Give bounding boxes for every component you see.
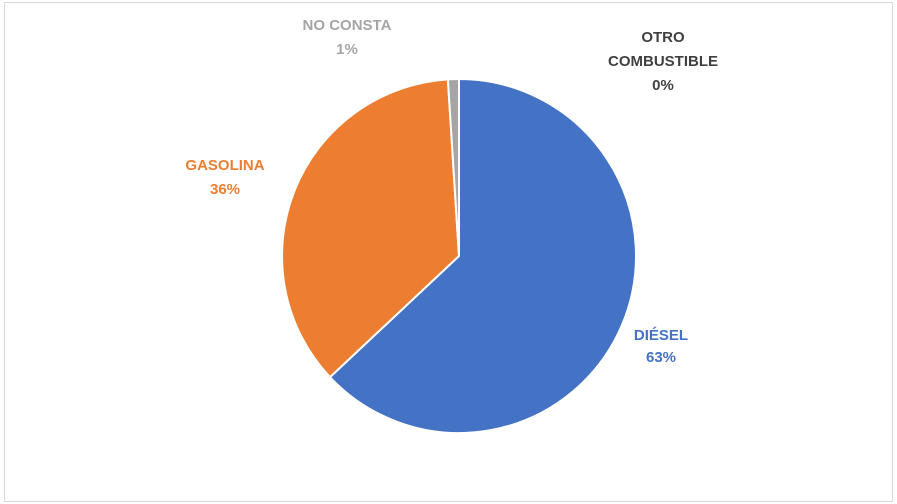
- slice-diesel: [328, 77, 637, 434]
- label-otro-line1: OTRO: [641, 29, 685, 46]
- label-gasolina-value: 36%: [210, 181, 240, 198]
- label-no-consta-value: 1%: [336, 41, 358, 58]
- slice-no-consta: [446, 77, 460, 257]
- pie-slices: [281, 77, 637, 434]
- label-otro-value: 0%: [652, 77, 674, 94]
- label-diesel-value: 63%: [646, 349, 676, 366]
- label-diesel-name: DIÉSEL: [634, 327, 688, 344]
- label-no-consta-name: NO CONSTA: [303, 17, 392, 34]
- label-gasolina-name: GASOLINA: [185, 157, 264, 174]
- slice-gasolina: [281, 78, 461, 379]
- label-otro-line2: COMBUSTIBLE: [608, 53, 718, 70]
